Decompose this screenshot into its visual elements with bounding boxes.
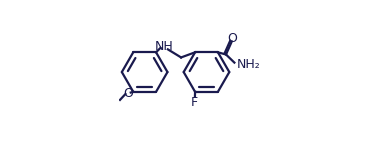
- Text: NH: NH: [155, 40, 174, 53]
- Text: F: F: [191, 96, 198, 109]
- Text: NH₂: NH₂: [237, 58, 261, 70]
- Text: O: O: [123, 87, 133, 100]
- Text: O: O: [228, 32, 238, 45]
